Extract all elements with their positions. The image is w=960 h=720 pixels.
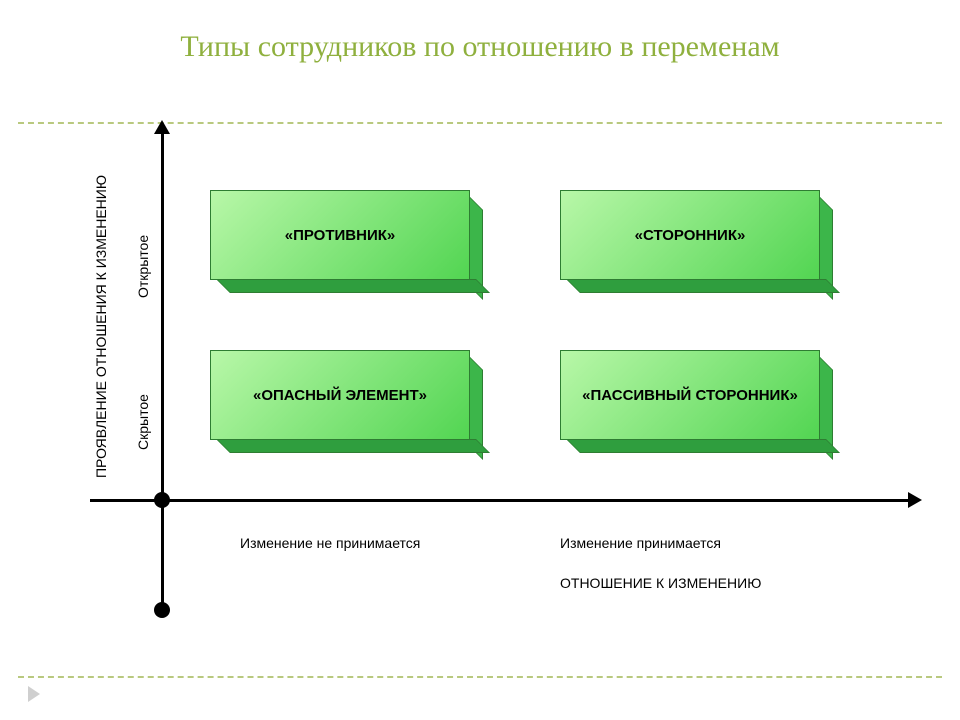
quadrant-opponent: «ПРОТИВНИК» xyxy=(210,190,482,292)
y-axis-label-0: Открытое xyxy=(135,235,151,298)
quadrant-label: «ПАССИВНЫЙ СТОРОННИК» xyxy=(560,350,820,440)
y-axis-label-1: Скрытое xyxy=(135,394,151,450)
divider-bottom xyxy=(18,676,942,678)
slide-bullet-icon xyxy=(28,686,40,702)
x-axis-label-1: Изменение принимается xyxy=(560,535,721,551)
y-axis xyxy=(161,130,164,610)
y-axis-arrow-icon xyxy=(154,120,170,134)
axis-dot-1 xyxy=(154,602,170,618)
y-axis-title: ПРОЯВЛЕНИЕ ОТНОШЕНИЯ К ИЗМЕНЕНИЮ xyxy=(93,175,109,478)
x-axis-arrow-icon xyxy=(908,492,922,508)
x-axis-title: ОТНОШЕНИЕ К ИЗМЕНЕНИЮ xyxy=(560,575,761,591)
quadrant-label: «СТОРОННИК» xyxy=(560,190,820,280)
quadrant-passive_supporter: «ПАССИВНЫЙ СТОРОННИК» xyxy=(560,350,832,452)
x-axis xyxy=(90,499,910,502)
quadrant-diagram: ПРОЯВЛЕНИЕ ОТНОШЕНИЯ К ИЗМЕНЕНИЮ Открытое… xyxy=(0,120,960,660)
slide: Типы сотрудников по отношению в перемена… xyxy=(0,0,960,720)
quadrant-label: «ОПАСНЫЙ ЭЛЕМЕНТ» xyxy=(210,350,470,440)
x-axis-label-0: Изменение не принимается xyxy=(240,535,420,551)
quadrant-supporter: «СТОРОННИК» xyxy=(560,190,832,292)
axis-dot-0 xyxy=(154,492,170,508)
quadrant-label: «ПРОТИВНИК» xyxy=(210,190,470,280)
quadrant-dangerous_element: «ОПАСНЫЙ ЭЛЕМЕНТ» xyxy=(210,350,482,452)
slide-title: Типы сотрудников по отношению в перемена… xyxy=(0,28,960,66)
